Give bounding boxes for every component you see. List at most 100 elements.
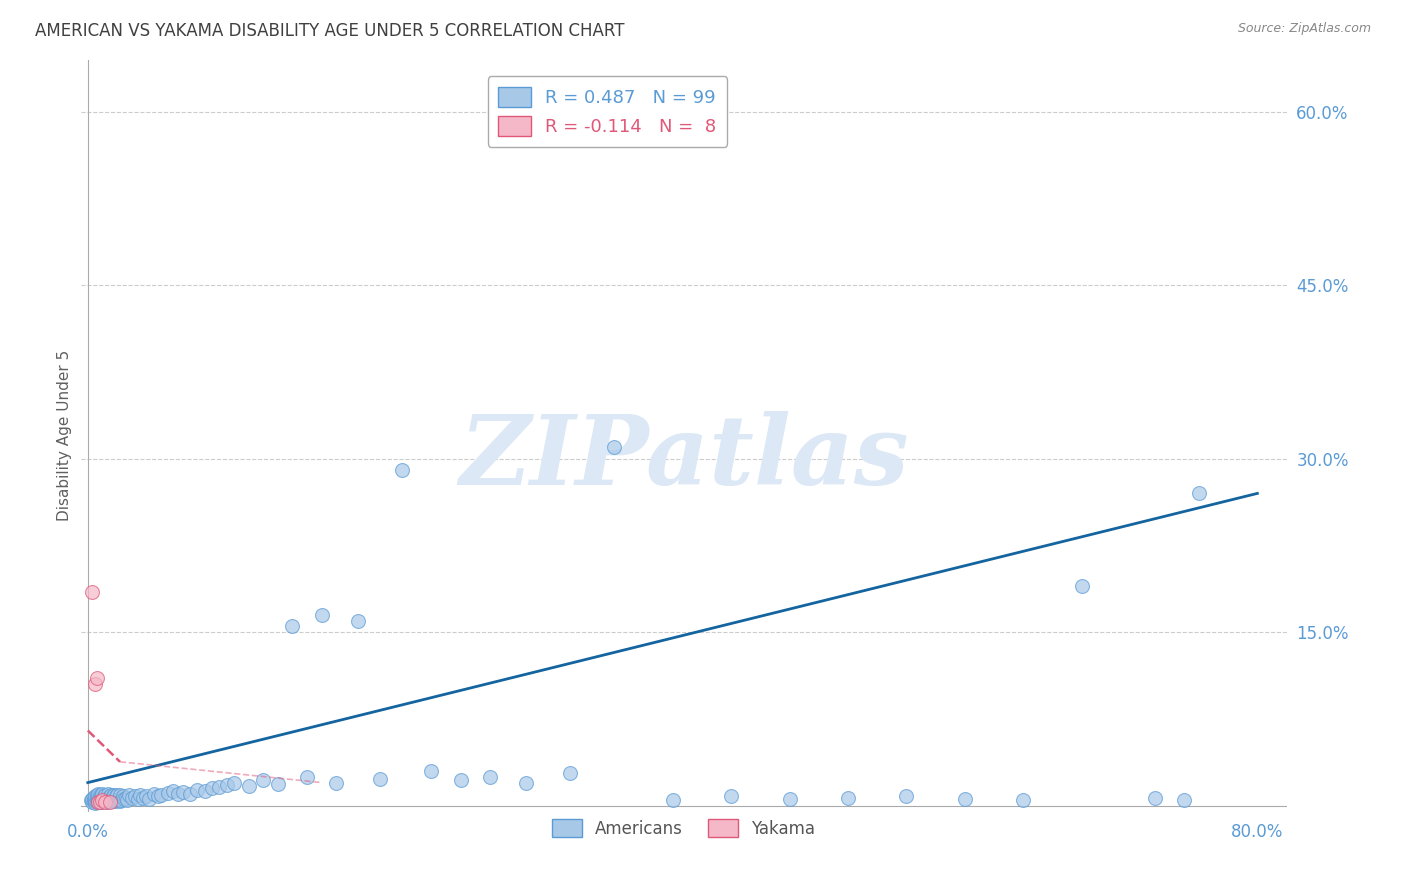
Point [311,607,333,622]
Point [179,787,201,801]
Point [127,792,149,806]
Point [129,789,152,803]
Point [110,793,132,807]
Point [87,790,110,805]
Point [94,795,117,809]
Point [103,789,125,803]
Point [186,782,208,797]
Point [603,440,626,454]
Point [450,773,472,788]
Point [420,764,443,778]
Point [96,795,118,809]
Point [117,793,139,807]
Point [98,789,121,804]
Point [80,793,103,807]
Point [86,792,108,806]
Point [105,789,128,803]
Point [94,793,117,807]
Point [105,793,128,807]
Point [149,789,172,803]
Point [112,792,135,806]
Point [252,773,274,788]
Point [98,794,121,808]
Point [90,789,112,804]
Point [84,789,107,804]
Point [84,797,107,811]
Point [238,779,260,793]
Point [96,790,118,805]
Point [837,790,859,805]
Point [135,789,157,804]
Point [281,619,304,633]
Point [101,789,124,804]
Point [121,790,143,805]
Point [222,775,245,789]
Point [86,672,108,686]
Point [83,794,105,808]
Point [368,772,391,786]
Point [896,789,918,804]
Point [515,775,537,789]
Point [91,792,114,806]
Point [194,783,217,797]
Point [1173,793,1195,807]
Y-axis label: Disability Age Under 5: Disability Age Under 5 [58,350,72,521]
Point [93,789,115,804]
Point [86,789,108,803]
Text: ZIPatlas: ZIPatlas [458,411,908,505]
Point [82,795,104,809]
Point [84,793,107,807]
Point [138,792,160,806]
Point [1143,790,1166,805]
Point [89,792,111,806]
Point [142,787,165,801]
Point [82,584,104,599]
Point [124,789,146,804]
Point [295,770,318,784]
Point [82,792,104,806]
Point [97,793,120,807]
Point [89,789,111,803]
Point [1188,486,1211,500]
Legend: Americans, Yakama: Americans, Yakama [546,813,823,845]
Point [87,787,110,801]
Point [108,794,131,808]
Point [1012,793,1035,807]
Point [91,793,114,807]
Point [108,789,131,803]
Point [91,787,114,801]
Point [208,780,231,795]
Point [104,789,127,804]
Point [132,790,155,805]
Point [267,777,290,791]
Point [94,789,117,803]
Point [100,793,122,807]
Point [391,463,413,477]
Point [89,795,111,809]
Point [90,794,112,808]
Point [347,614,370,628]
Point [101,794,124,808]
Point [107,792,129,806]
Point [215,778,238,792]
Point [83,790,105,805]
Point [779,792,801,806]
Point [86,795,108,809]
Point [146,789,169,804]
Point [87,795,110,809]
Point [104,794,127,808]
Point [1071,579,1094,593]
Text: AMERICAN VS YAKAMA DISABILITY AGE UNDER 5 CORRELATION CHART: AMERICAN VS YAKAMA DISABILITY AGE UNDER … [35,22,624,40]
Point [89,795,111,809]
Point [100,789,122,803]
Point [167,787,190,801]
Point [720,789,742,804]
Point [118,789,141,803]
Point [162,783,184,797]
Point [97,787,120,801]
Point [84,677,107,691]
Point [98,795,121,809]
Point [103,793,125,807]
Point [91,795,114,809]
Point [114,790,136,805]
